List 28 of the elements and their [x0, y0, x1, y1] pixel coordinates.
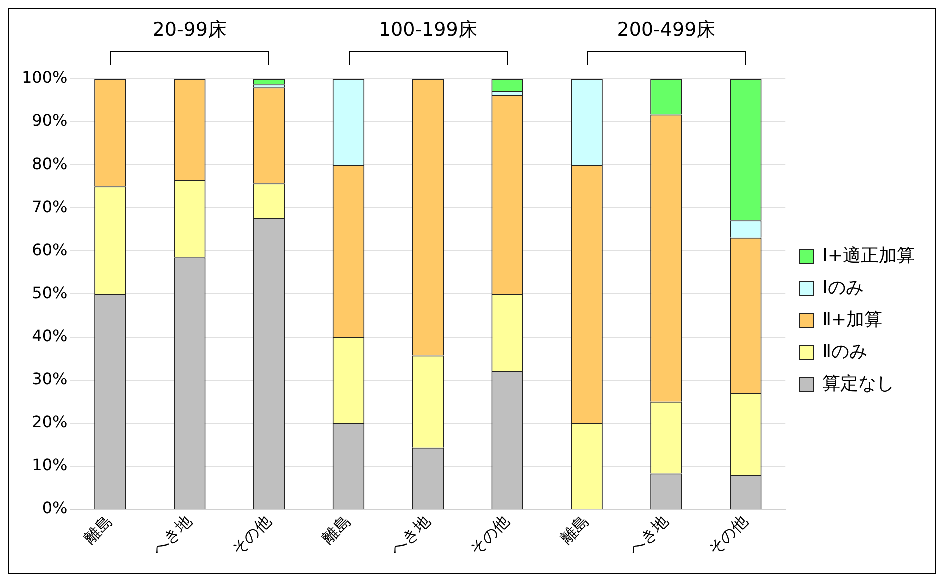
legend-label: Ⅰ+適正加算	[822, 246, 915, 267]
x-tick-label: 離島	[80, 512, 116, 548]
y-tick-label: 60%	[32, 240, 68, 260]
x-tick-label: へき地	[386, 512, 434, 559]
x-tick-label: 離島	[318, 512, 355, 548]
x-tick-label: へき地	[148, 512, 196, 559]
y-tick-label: 100%	[22, 68, 68, 88]
y-tick-label: 10%	[32, 456, 68, 475]
y-tick-label: 70%	[32, 197, 68, 216]
y-tick-label: 90%	[32, 111, 68, 130]
y-tick-label: 40%	[32, 326, 68, 346]
x-tick-label: へき地	[624, 512, 672, 559]
x-tick-label: 離島	[556, 512, 593, 548]
y-tick-label: 30%	[32, 369, 68, 388]
y-tick-label: 0%	[42, 498, 68, 518]
x-tick-label: その他	[466, 512, 514, 559]
y-tick-label: 20%	[32, 412, 68, 432]
text: 100-199床	[378, 18, 478, 43]
legend-label: Ⅱ+加算	[822, 310, 883, 331]
x-tick-label: その他	[228, 512, 276, 559]
y-tick-label: 50%	[32, 283, 68, 302]
x-tick-label: その他	[704, 512, 752, 559]
text: 200-499床	[616, 18, 717, 43]
legend-label: Ⅱのみ	[822, 342, 868, 363]
text: 20-99床	[152, 18, 228, 43]
y-tick-label: 80%	[32, 154, 68, 174]
legend-label: 算定なし	[822, 374, 895, 395]
legend-label: Ⅰのみ	[822, 278, 864, 299]
